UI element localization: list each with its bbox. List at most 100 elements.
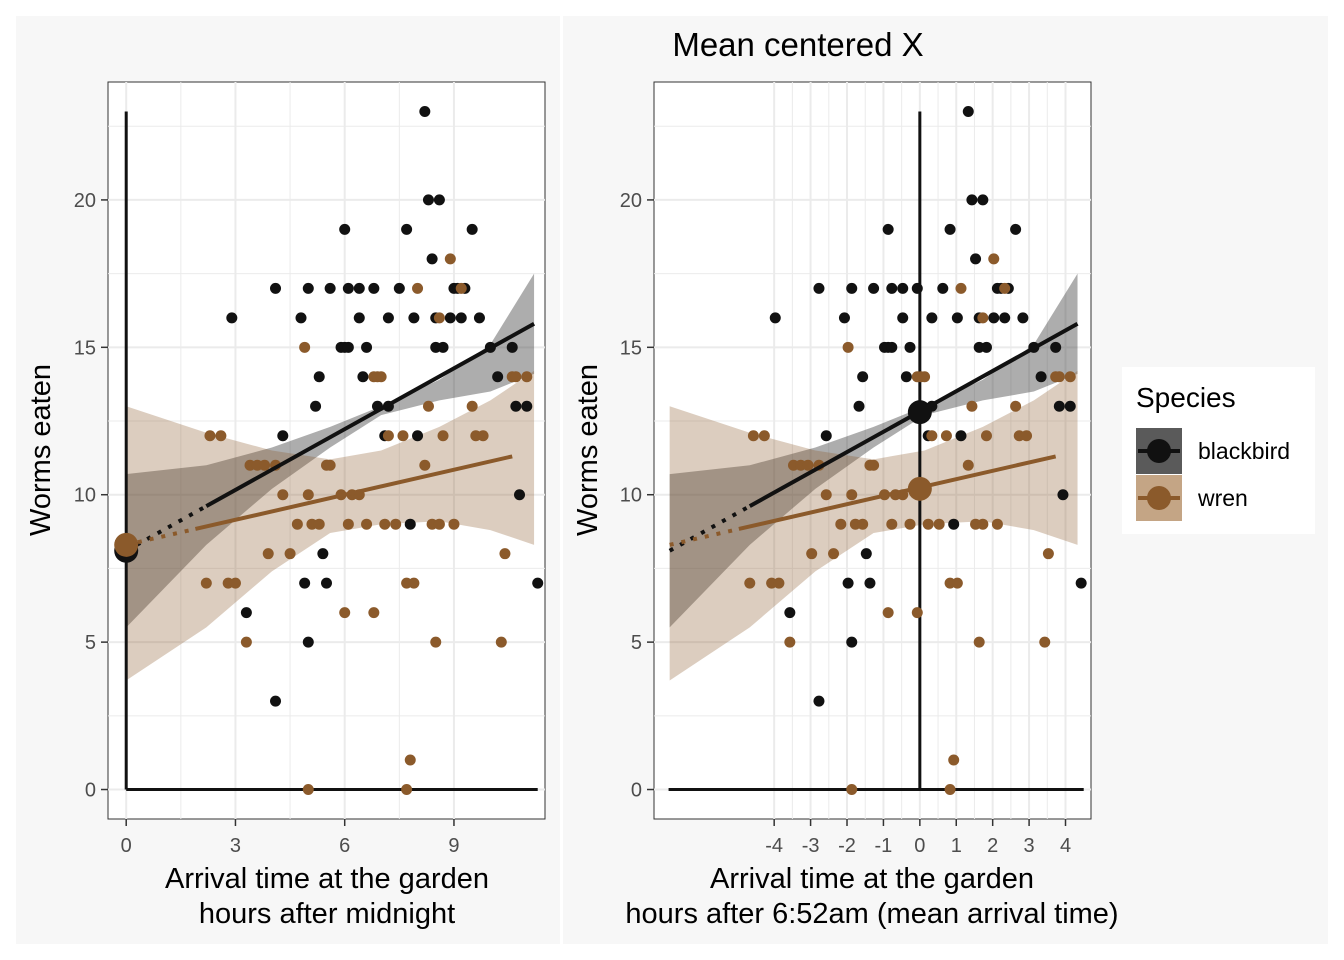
data-point-wren [835, 518, 847, 530]
data-point-wren [433, 518, 445, 530]
y-ticks-right: 0 5 10 15 20 [620, 190, 654, 802]
data-point-wren [510, 371, 522, 383]
data-point-blackbird [999, 312, 1011, 324]
x-axis-title-right-line2: hours after 6:52am (mean arrival time) [625, 898, 1118, 930]
data-point-wren [299, 341, 311, 353]
axis-lines-right [668, 111, 1084, 792]
data-point-wren [973, 636, 985, 648]
x-tick-label: 1 [951, 835, 962, 857]
data-point-blackbird [422, 194, 434, 206]
data-point-wren [846, 784, 858, 796]
x-axis-title-left-line1: Arrival time at the garden [165, 863, 489, 895]
data-point-wren [444, 253, 456, 265]
data-point-wren [379, 518, 391, 530]
data-point-wren [886, 518, 898, 530]
data-point-blackbird [1050, 341, 1062, 353]
x-ticks-right: -4 -3 -2 -1 0 1 2 3 4 [765, 819, 1071, 857]
data-point-blackbird [426, 253, 438, 265]
data-point-wren [1010, 400, 1022, 412]
data-point-wren [262, 548, 274, 560]
data-point-wren [477, 430, 489, 442]
x-tick-label: 3 [230, 835, 241, 857]
data-point-blackbird [926, 312, 938, 324]
y-axis-title-left: Worms eaten [25, 364, 57, 536]
y-tick-label: 5 [631, 632, 642, 654]
data-point-wren [857, 518, 869, 530]
data-point-wren [422, 400, 434, 412]
data-point-blackbird [988, 312, 1000, 324]
data-point-wren [933, 518, 945, 530]
plot-area-right [653, 81, 1092, 820]
data-point-blackbird [970, 253, 982, 265]
data-point-wren [215, 430, 227, 442]
data-point-blackbird [897, 282, 909, 294]
data-point-blackbird [1057, 489, 1069, 501]
data-point-blackbird [302, 636, 314, 648]
legend-label-wren: wren [1197, 485, 1248, 511]
y-tick-label: 20 [74, 190, 96, 212]
data-point-blackbird [492, 371, 504, 383]
intercept-marker-wren [114, 532, 139, 557]
data-point-blackbird [962, 105, 974, 117]
legend: Species blackbird wren [1122, 367, 1315, 534]
data-point-blackbird [813, 695, 825, 707]
data-point-blackbird [361, 341, 373, 353]
data-point-blackbird [886, 282, 898, 294]
data-point-blackbird [784, 607, 796, 619]
y-tick-label: 0 [85, 780, 96, 802]
data-point-wren [911, 607, 923, 619]
data-point-wren [499, 548, 511, 560]
data-point-blackbird [900, 371, 912, 383]
data-point-wren [397, 430, 409, 442]
data-point-blackbird [277, 430, 289, 442]
data-point-wren [802, 459, 814, 471]
data-point-wren [944, 784, 956, 796]
data-point-wren [919, 371, 931, 383]
data-point-wren [412, 282, 424, 294]
x-tick-label: -1 [875, 835, 893, 857]
data-point-blackbird [401, 223, 413, 235]
points-left [200, 105, 544, 796]
data-point-blackbird [980, 341, 992, 353]
data-point-blackbird [353, 282, 365, 294]
x-tick-label: -2 [838, 835, 856, 857]
data-point-blackbird [506, 341, 518, 353]
data-point-blackbird [977, 194, 989, 206]
data-point-wren [951, 577, 963, 589]
data-point-wren [744, 577, 756, 589]
data-point-blackbird [342, 341, 354, 353]
data-point-blackbird [466, 223, 478, 235]
data-point-blackbird [514, 489, 526, 501]
legend-label-blackbird: blackbird [1198, 438, 1290, 464]
facet-left-chart: 0 3 6 9 0 5 10 15 20 Arrival time at the garden… [16, 16, 560, 944]
data-point-blackbird [368, 282, 380, 294]
data-point-wren [302, 784, 314, 796]
data-point-wren [980, 430, 992, 442]
data-point-wren [521, 371, 533, 383]
data-point-blackbird [353, 312, 365, 324]
data-point-wren [948, 754, 960, 766]
data-point-blackbird [270, 695, 282, 707]
data-point-blackbird [1010, 223, 1022, 235]
data-point-blackbird [521, 400, 533, 412]
y-axis-title-right: Worms eaten [572, 364, 604, 536]
ribbons-right [669, 273, 1078, 681]
data-point-blackbird [966, 194, 978, 206]
data-point-wren [784, 636, 796, 648]
data-point-wren [747, 430, 759, 442]
data-point-blackbird [813, 282, 825, 294]
data-point-wren [977, 312, 989, 324]
x-ticks-left: 0 3 6 9 [121, 819, 460, 857]
ribbon-wren [669, 370, 1078, 681]
data-point-wren [806, 548, 818, 560]
fit-line-wren [194, 454, 513, 531]
data-point-blackbird [408, 312, 420, 324]
data-point-wren [1042, 548, 1054, 560]
data-point-blackbird [951, 312, 963, 324]
data-point-wren [430, 636, 442, 648]
data-point-blackbird [857, 371, 869, 383]
data-point-wren [966, 400, 978, 412]
data-point-wren [455, 282, 467, 294]
data-point-wren [904, 518, 916, 530]
data-point-wren [999, 282, 1011, 294]
